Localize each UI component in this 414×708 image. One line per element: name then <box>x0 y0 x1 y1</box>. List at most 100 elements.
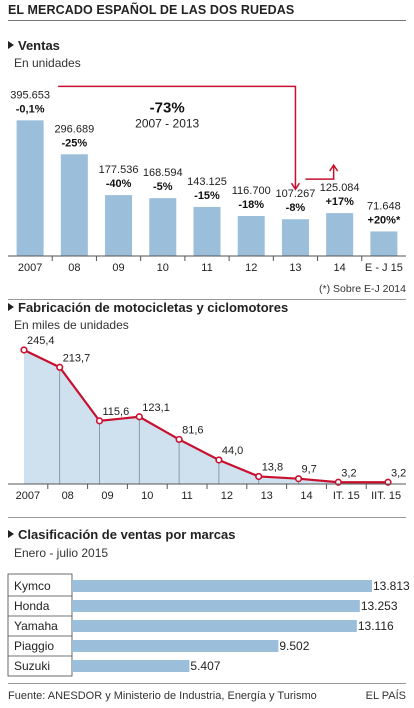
sales-tick-label: 10 <box>157 262 169 274</box>
production-point <box>95 417 104 425</box>
production-value-label: 213,7 <box>63 352 91 364</box>
production-value-label: 81,6 <box>182 424 203 436</box>
sales-change-label: +17% <box>325 196 354 208</box>
production-line <box>23 348 388 484</box>
production-point <box>20 346 28 354</box>
production-tick-label: IIT. 15 <box>371 490 401 502</box>
production-tick-label: 08 <box>62 490 74 502</box>
sales-bar <box>149 198 177 256</box>
brands-section-title: Clasificación de ventas por marcas <box>8 527 235 542</box>
production-value-label: 115,6 <box>103 406 130 418</box>
sales-change-label: -5% <box>153 181 173 193</box>
brand-bar <box>72 640 279 652</box>
brand-name: Kymco <box>14 579 51 593</box>
production-tick-label: 09 <box>101 490 113 502</box>
production-section-title: Fabricación de motocicletas y ciclomotor… <box>8 300 288 315</box>
sales-value-label: 116.700 <box>232 185 271 197</box>
sales-tick-label: 12 <box>245 262 257 274</box>
sales-value-label: 71.648 <box>367 200 401 212</box>
sales-tick-label: 11 <box>201 262 212 274</box>
production-point <box>255 472 263 481</box>
brand-value-label: 9.502 <box>279 639 309 653</box>
sales-tick-label: 13 <box>289 262 301 274</box>
sales-footnote: (*) Sobre E-J 2014 <box>319 283 406 295</box>
sales-bar <box>237 215 265 256</box>
production-tick-label: 10 <box>141 490 153 502</box>
sales-change-label: -18% <box>238 199 264 211</box>
production-value-label: 245,4 <box>27 335 55 347</box>
sales-tick-label: E - J 15 <box>365 262 403 274</box>
sales-bar <box>193 206 221 256</box>
production-title: Fabricación de motocicletas y ciclomotor… <box>18 300 289 315</box>
production-value-label: 3,2 <box>341 467 356 479</box>
sales-bar <box>60 154 88 256</box>
sales-bar <box>16 120 44 257</box>
sales-tick-label: 08 <box>68 262 80 274</box>
production-point <box>215 456 223 464</box>
production-value-label: 3,2 <box>391 467 406 479</box>
sales-change-label: -40% <box>106 178 132 190</box>
production-area <box>24 349 388 484</box>
sales-value-label: 168.594 <box>143 167 183 179</box>
bullet-icon <box>8 303 14 311</box>
sales-value-label: 125.084 <box>320 182 360 194</box>
page-title: EL MERCADO ESPAÑOL DE LAS DOS RUEDAS <box>8 3 295 17</box>
bullet-icon <box>8 41 14 49</box>
sales-subtitle: En unidades <box>14 56 81 70</box>
sales-change-label: -8% <box>286 202 306 214</box>
production-value-label: 13,8 <box>262 461 283 473</box>
brand-value-label: 13.253 <box>361 599 398 613</box>
section-divider-1 <box>8 299 406 300</box>
production-tick-label: 11 <box>181 490 192 502</box>
brand-bar <box>72 600 360 612</box>
sales-change-label: -15% <box>194 190 220 202</box>
brand-label: EL PAÍS <box>365 690 406 702</box>
production-point <box>135 413 143 421</box>
sales-value-label: 107.267 <box>276 188 316 200</box>
sales-change-label: +20%* <box>368 214 401 226</box>
brand-name: Piaggio <box>14 639 54 653</box>
sales-tick-label: 09 <box>112 262 124 274</box>
brands-bar-chart: Kymco 13.813 Honda 13.253 Yamaha 13.116 Piaggi… <box>7 573 410 677</box>
decline-range: 2007 - 2013 <box>135 116 199 130</box>
production-point <box>56 363 64 371</box>
brand-bar <box>72 620 357 632</box>
production-point <box>294 475 303 483</box>
decline-bracket <box>58 85 297 190</box>
decline-arrow-icon <box>290 182 301 191</box>
brand-bar <box>72 660 190 672</box>
production-tick-label: 12 <box>221 490 233 502</box>
production-value-label: 44,0 <box>222 445 243 457</box>
brands-subtitle: Enero - julio 2015 <box>14 546 109 560</box>
sales-change-label: -0,1% <box>16 103 45 115</box>
rise-bracket <box>305 165 335 180</box>
brands-title: Clasificación de ventas por marcas <box>18 527 236 542</box>
brand-bar <box>72 580 372 592</box>
sales-value-label: 143.125 <box>187 176 227 188</box>
sales-tick-label: 14 <box>334 262 346 274</box>
production-point <box>175 435 183 444</box>
production-tick-label: 2007 <box>16 490 40 502</box>
sales-title: Ventas <box>18 38 60 53</box>
sales-bar <box>370 231 398 256</box>
sales-tick-label: 2007 <box>18 262 42 274</box>
section-divider-2 <box>8 517 406 518</box>
sales-change-label: -25% <box>61 137 87 149</box>
production-value-label: 9,7 <box>302 464 317 476</box>
brand-name: Yamaha <box>14 619 58 633</box>
production-value-label: 123,1 <box>142 402 170 414</box>
source-note: Fuente: ANESDOR y Ministerio de Industri… <box>8 690 317 702</box>
production-tick-label: 13 <box>261 490 273 502</box>
sales-bar <box>281 219 309 256</box>
sales-value-label: 177.536 <box>99 164 139 176</box>
brand-value-label: 5.407 <box>190 659 220 673</box>
sales-bar <box>326 213 354 256</box>
production-tick-label: 14 <box>300 490 312 502</box>
title-divider <box>8 20 406 21</box>
sales-value-label: 395.653 <box>10 89 50 101</box>
production-tick-label: IT. 15 <box>333 490 360 502</box>
production-subtitle: En miles de unidades <box>14 318 129 332</box>
decline-value: -73% <box>150 99 185 116</box>
bullet-icon <box>8 530 14 538</box>
brand-name: Suzuki <box>14 659 50 673</box>
